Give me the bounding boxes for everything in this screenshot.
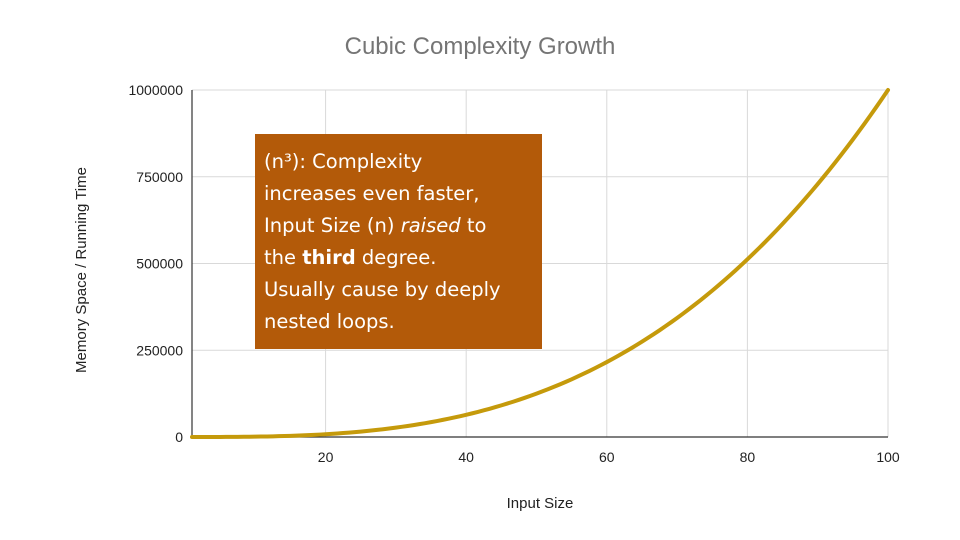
x-tick-label: 20 bbox=[318, 449, 334, 465]
annotation-callout: (n³): Complexity increases even faster, … bbox=[255, 134, 542, 349]
callout-text: Input Size (n) bbox=[264, 214, 401, 237]
chart-title: Cubic Complexity Growth bbox=[345, 33, 616, 60]
callout-text: the bbox=[264, 246, 303, 269]
y-tick-label: 500000 bbox=[136, 256, 183, 272]
callout-line-4: the third degree. bbox=[264, 242, 532, 274]
callout-line-1: (n³): Complexity bbox=[264, 146, 532, 178]
y-tick-label: 0 bbox=[175, 429, 183, 445]
callout-emphasis-raised: raised bbox=[400, 214, 461, 237]
callout-text: degree. bbox=[355, 246, 437, 269]
tick-labels: 0 250000 500000 750000 1000000 20 40 60 80 100 bbox=[128, 82, 899, 465]
x-tick-label: 60 bbox=[599, 449, 615, 465]
x-tick-label: 80 bbox=[740, 449, 756, 465]
callout-text: Usually cause by deeply bbox=[264, 278, 501, 301]
callout-line-6: nested loops. bbox=[264, 306, 532, 338]
x-tick-label: 40 bbox=[458, 449, 474, 465]
callout-text: nested loops. bbox=[264, 310, 395, 333]
y-tick-label: 250000 bbox=[136, 342, 183, 358]
callout-emphasis-third: third bbox=[302, 246, 356, 269]
x-tick-label: 100 bbox=[876, 449, 900, 465]
y-tick-label: 1000000 bbox=[128, 82, 183, 98]
y-tick-label: 750000 bbox=[136, 169, 183, 185]
callout-text: increases even faster, bbox=[264, 182, 480, 205]
callout-line-3: Input Size (n) raised to bbox=[264, 210, 532, 242]
series-line-n-cubed bbox=[190, 88, 890, 439]
y-axis-label: Memory Space / Running Time bbox=[73, 167, 90, 373]
callout-line-5: Usually cause by deeply bbox=[264, 274, 532, 306]
series-layer bbox=[190, 88, 890, 439]
callout-text: (n³): Complexity bbox=[264, 150, 423, 173]
x-axis-label: Input Size bbox=[507, 495, 574, 512]
callout-text: to bbox=[460, 214, 487, 237]
callout-line-2: increases even faster, bbox=[264, 178, 532, 210]
